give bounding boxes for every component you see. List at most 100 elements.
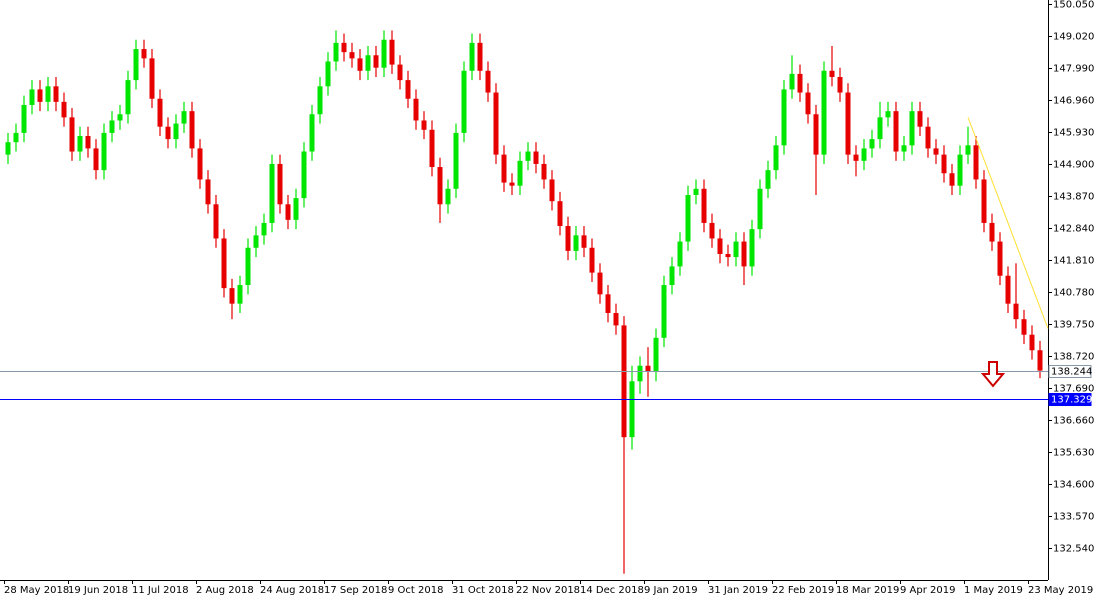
candle-body: [533, 151, 539, 164]
candle-body: [1005, 275, 1011, 304]
candle-body: [749, 229, 755, 267]
y-tick-label: 146.960: [1053, 96, 1094, 107]
candle-body: [381, 39, 387, 68]
candle-body: [813, 114, 819, 155]
sell-arrow: [980, 361, 1006, 388]
candle-body: [445, 188, 451, 205]
arrow-icon: [980, 361, 1006, 388]
y-tick-label: 147.990: [1053, 64, 1094, 75]
candle-body: [461, 70, 467, 133]
candle-body: [149, 58, 155, 99]
candle-body: [253, 235, 259, 248]
candle-body: [893, 111, 899, 152]
candle-body: [125, 80, 131, 115]
candle-body: [325, 61, 331, 87]
candle-body: [901, 145, 907, 152]
candle-body: [165, 126, 171, 140]
candle-body: [61, 101, 67, 118]
candle-body: [157, 98, 163, 127]
candle-body: [453, 132, 459, 189]
candle-body: [949, 173, 955, 186]
candle-body: [53, 86, 59, 102]
x-tick-label: 9 Apr 2019: [900, 585, 955, 596]
candle-body: [301, 151, 307, 199]
candle-body: [669, 266, 675, 286]
x-tick-label: 22 Nov 2018: [516, 585, 580, 596]
candle-body: [1013, 303, 1019, 320]
y-tick-label: 140.780: [1053, 288, 1094, 299]
candle-body: [885, 111, 891, 118]
y-tick-label: 141.810: [1053, 256, 1094, 267]
candle-body: [21, 104, 27, 133]
y-tick-label: 142.840: [1053, 224, 1094, 235]
candle-body: [181, 111, 187, 124]
candle-body: [541, 163, 547, 180]
candle-body: [373, 55, 379, 68]
candle-body: [677, 241, 683, 267]
candle-body: [205, 179, 211, 205]
candle-body: [1021, 319, 1027, 335]
x-tick-label: 23 May 2019: [1028, 585, 1093, 596]
x-tick-label: 14 Dec 2018: [580, 585, 644, 596]
candle-body: [469, 42, 475, 71]
candle-body: [997, 241, 1003, 276]
candle-body: [701, 188, 707, 223]
candle-body: [973, 145, 979, 180]
candle-body: [709, 222, 715, 239]
y-tick-label: 133.570: [1053, 512, 1094, 523]
candle-body: [117, 114, 123, 121]
candle-body: [573, 235, 579, 251]
y-tick-label: 134.600: [1053, 480, 1094, 491]
y-tick-label: 143.870: [1053, 192, 1094, 203]
candle-body: [197, 148, 203, 180]
candle-body: [797, 73, 803, 93]
level-line-box: [1048, 393, 1092, 406]
y-tick-label: 136.660: [1053, 416, 1094, 427]
candle-body: [805, 92, 811, 115]
current-price-label: 138.244: [1051, 367, 1092, 378]
y-tick-label: 144.900: [1053, 160, 1094, 171]
candle-body: [229, 288, 235, 304]
x-tick-label: 11 Jul 2018: [132, 585, 189, 596]
candle-body: [109, 120, 115, 133]
candle-body: [861, 148, 867, 161]
candle-body: [781, 89, 787, 146]
candle-body: [725, 253, 731, 258]
candle-body: [277, 163, 283, 205]
candle-body: [45, 86, 51, 102]
candle-body: [93, 148, 99, 171]
candle-body: [493, 92, 499, 155]
candle-body: [237, 285, 243, 304]
candle-body: [741, 241, 747, 267]
level-line-label: 137.329: [1051, 395, 1092, 406]
candle-body: [509, 182, 515, 186]
x-tick-label: 28 May 2018: [4, 585, 69, 596]
candle-body: [77, 135, 83, 152]
candle-body: [845, 92, 851, 155]
candle-body: [141, 49, 147, 59]
x-tick-label: 22 Feb 2019: [772, 585, 834, 596]
candle-body: [1029, 334, 1035, 351]
x-tick-label: 17 Sep 2018: [324, 585, 387, 596]
y-tick-label: 135.630: [1053, 448, 1094, 459]
x-tick-label: 1 May 2019: [964, 585, 1023, 596]
candle-body: [349, 52, 355, 59]
x-tick-label: 2 Aug 2018: [196, 585, 254, 596]
y-tick-label: 132.540: [1053, 544, 1094, 555]
candle-body: [773, 145, 779, 171]
candle-body: [269, 163, 275, 223]
candle-body: [357, 58, 363, 71]
candle-body: [317, 86, 323, 115]
candle-body: [101, 132, 107, 171]
candle-body: [653, 337, 659, 372]
y-tick-label: 145.930: [1053, 128, 1094, 139]
candle-body: [1037, 350, 1043, 371]
candle-body: [333, 42, 339, 62]
x-tick-label: 24 Aug 2018: [260, 585, 324, 596]
y-tick-label: 137.690: [1053, 384, 1094, 395]
x-tick-label: 9 Oct 2018: [388, 585, 443, 596]
candle-body: [645, 365, 651, 372]
candle-body: [765, 170, 771, 189]
candle-body: [525, 151, 531, 161]
